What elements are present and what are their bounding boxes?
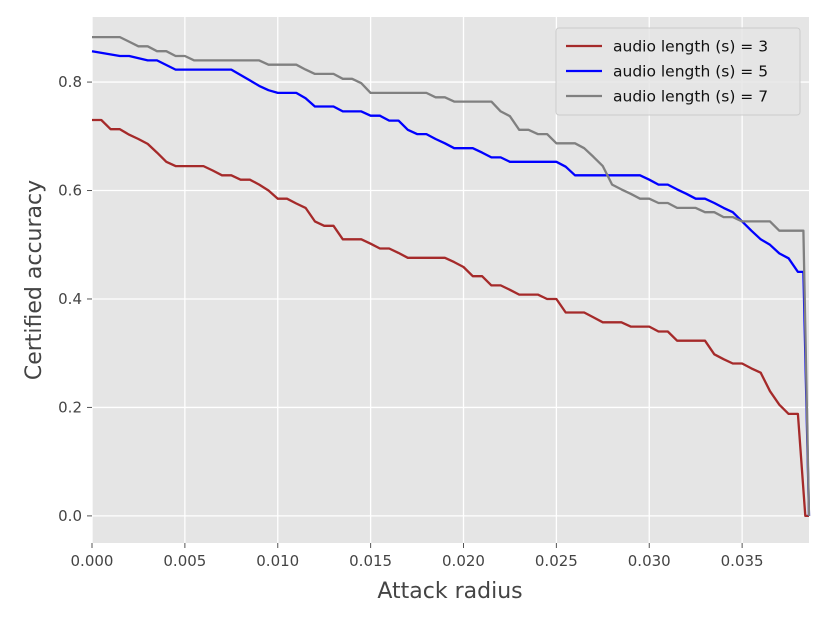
x-axis-label: Attack radius <box>377 579 522 604</box>
x-tick-label: 0.015 <box>349 552 392 570</box>
y-axis-label: Certified accuracy <box>22 180 47 380</box>
series-layer <box>91 35 811 518</box>
series-line-1 <box>91 50 811 516</box>
x-tick-label: 0.010 <box>256 552 299 570</box>
y-tick-label: 0.8 <box>58 73 82 91</box>
legend: audio length (s) = 3 audio length (s) = 5… <box>555 27 801 116</box>
x-tick-label: 0.025 <box>535 552 578 570</box>
x-axis-ticks: 0.000 0.005 0.010 0.015 0.020 0.025 0.030 0.035 <box>71 543 764 570</box>
x-tick-label: 0.020 <box>442 552 485 570</box>
legend-entry-label: audio length (s) = 5 <box>613 63 768 81</box>
y-tick-label: 0.0 <box>58 507 82 525</box>
legend-entry-label: audio length (s) = 3 <box>613 38 768 56</box>
x-tick-label: 0.030 <box>628 552 671 570</box>
series-line-2 <box>92 35 811 516</box>
x-tick-label: 0.035 <box>721 552 764 570</box>
y-tick-label: 0.6 <box>58 182 82 200</box>
y-tick-label: 0.4 <box>58 290 82 308</box>
y-axis-ticks: 0.0 0.2 0.4 0.6 0.8 <box>58 73 92 525</box>
x-tick-label: 0.005 <box>163 552 206 570</box>
series-line-0 <box>92 118 809 518</box>
legend-entry-label: audio length (s) = 7 <box>613 88 768 106</box>
y-tick-label: 0.2 <box>58 398 82 416</box>
x-tick-label: 0.000 <box>71 552 114 570</box>
legend-box <box>555 27 801 116</box>
